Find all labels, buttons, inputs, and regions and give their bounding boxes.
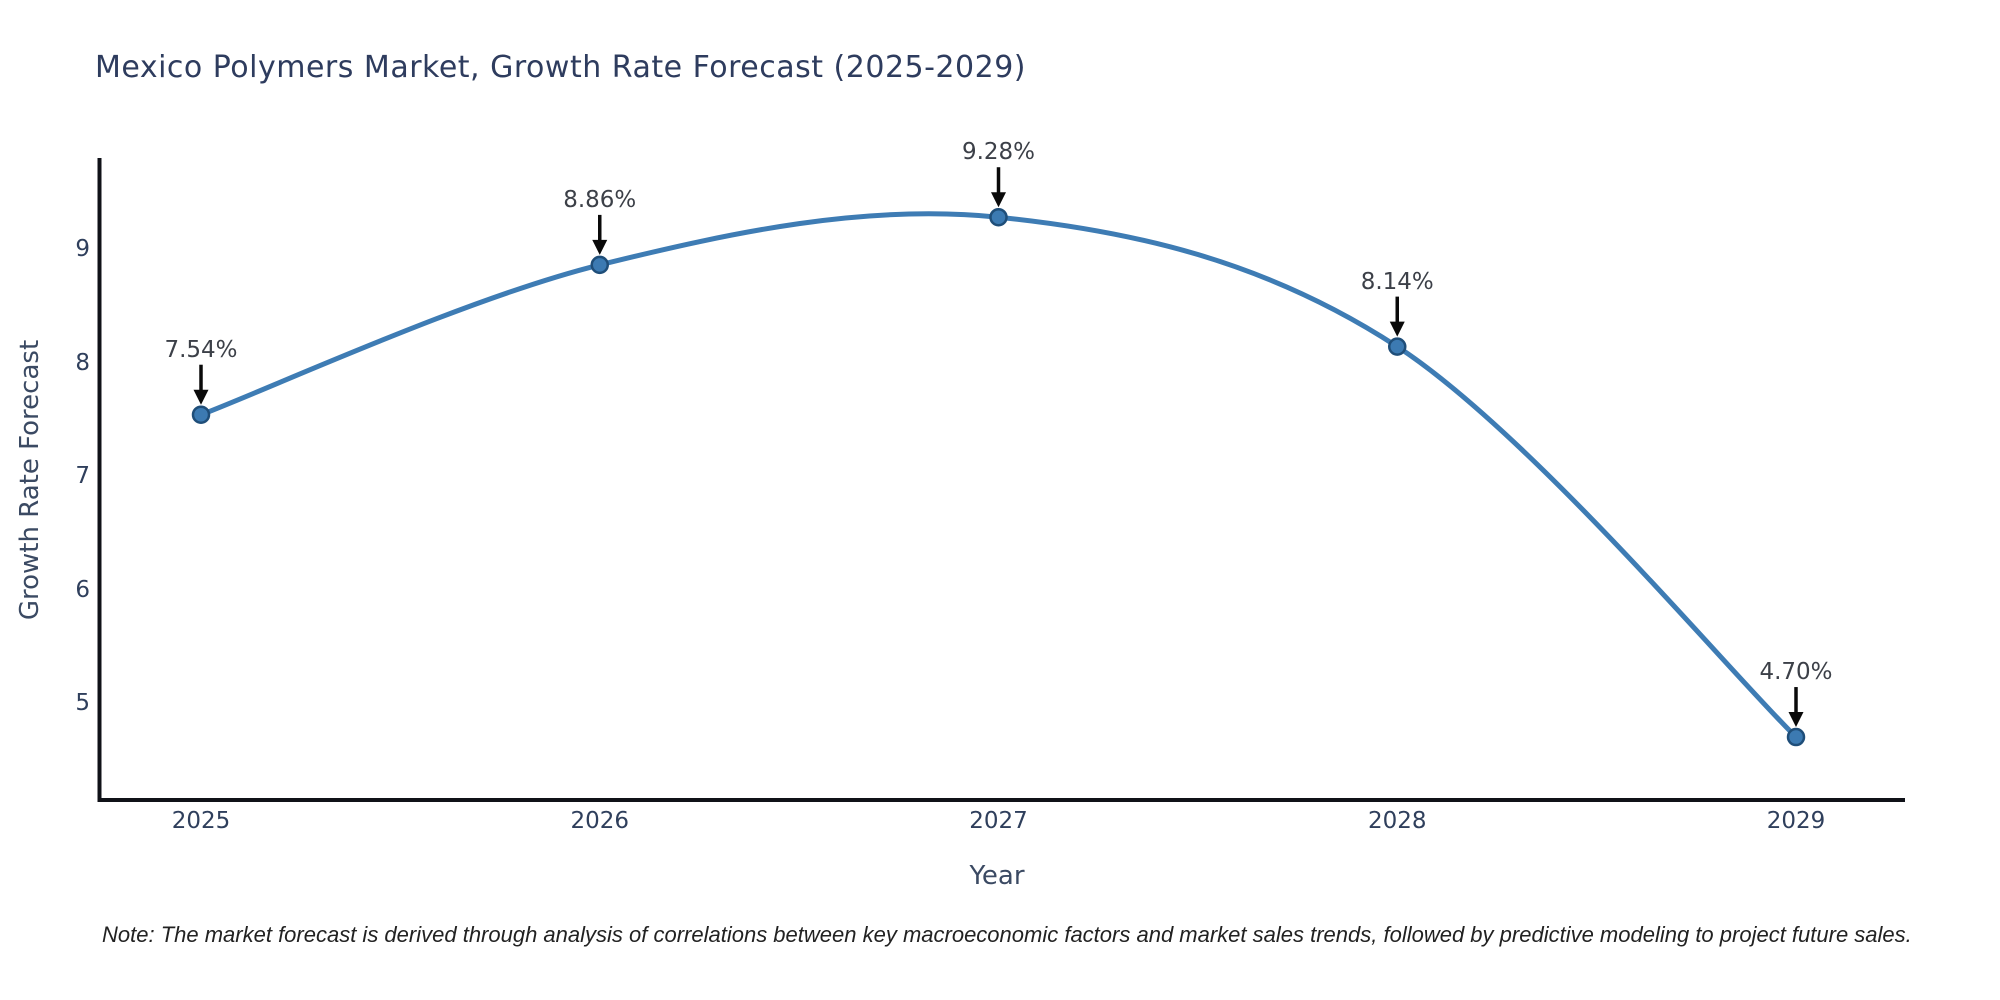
footnote: Note: The market forecast is derived thr… xyxy=(102,922,1912,947)
point-value-label-2025: 7.54% xyxy=(164,336,238,363)
y-tick-label-5: 5 xyxy=(75,690,90,716)
point-value-label-2027: 9.28% xyxy=(961,139,1036,166)
y-tick-label-7: 7 xyxy=(75,463,90,489)
y-tick-label-8: 8 xyxy=(75,349,90,376)
point-value-label-2029: 4.70% xyxy=(1759,659,1833,686)
annotation-arrow-head-2029 xyxy=(1788,712,1804,728)
x-tick-label-2027: 2027 xyxy=(969,808,1028,834)
chart-title: Mexico Polymers Market, Growth Rate Fore… xyxy=(95,50,1026,85)
data-point-marker-2025 xyxy=(191,405,211,424)
annotation-arrow-head-2028 xyxy=(1389,321,1405,337)
x-axis-title: Year xyxy=(969,861,1025,891)
y-tick-label-9: 9 xyxy=(75,236,90,262)
data-point-marker-2028 xyxy=(1388,337,1407,356)
y-tick-label-6: 6 xyxy=(75,576,90,603)
x-tick-label-2026: 2026 xyxy=(570,808,630,834)
y-axis-title: Growth Rate Forecast xyxy=(15,339,45,621)
annotation-arrow-head-2027 xyxy=(991,192,1006,208)
x-tick-label-2028: 2028 xyxy=(1367,808,1427,834)
annotation-arrow-head-2026 xyxy=(592,239,608,255)
forecast-line xyxy=(198,211,1799,740)
data-point-marker-2026 xyxy=(590,255,609,275)
annotation-arrow-head-2025 xyxy=(193,389,209,405)
point-value-label-2028: 8.14% xyxy=(1360,268,1434,295)
x-tick-label-2029: 2029 xyxy=(1766,808,1826,834)
data-point-marker-2029 xyxy=(1786,727,1806,747)
x-tick-label-2025: 2025 xyxy=(171,808,231,834)
data-point-marker-2027 xyxy=(989,207,1008,227)
point-value-label-2026: 8.86% xyxy=(563,186,637,213)
